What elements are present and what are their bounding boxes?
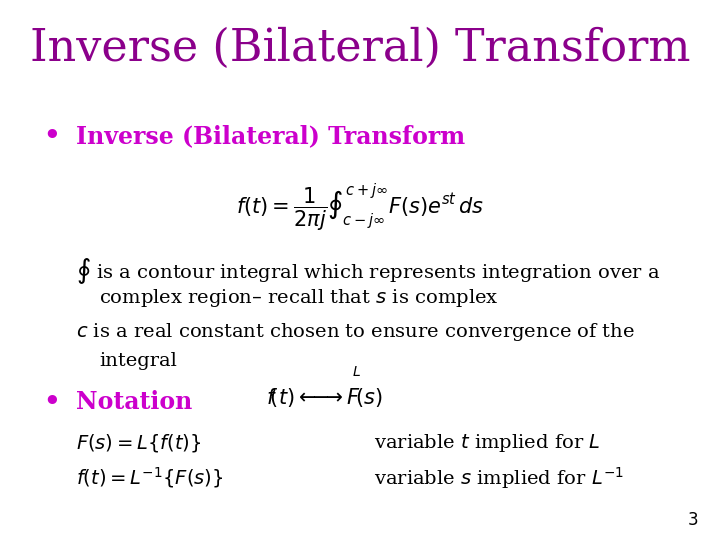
Text: •: • <box>43 390 60 416</box>
Text: integral: integral <box>99 352 177 370</box>
Text: complex region– recall that $s$ is complex: complex region– recall that $s$ is compl… <box>99 287 499 309</box>
Text: 3: 3 <box>688 511 698 529</box>
Text: $f(t) = L^{-1}\{F(s)\}$: $f(t) = L^{-1}\{F(s)\}$ <box>76 465 223 490</box>
Text: variable $t$ implied for $L$: variable $t$ implied for $L$ <box>374 432 600 454</box>
Text: Notation: Notation <box>76 390 192 414</box>
Text: Inverse (Bilateral) Transform: Inverse (Bilateral) Transform <box>76 124 464 148</box>
Text: $\oint$ is a contour integral which represents integration over a: $\oint$ is a contour integral which repr… <box>76 256 660 286</box>
Text: $f\!\left(t\right)\longleftarrow\!\!\!\!\!\!\!\longrightarrow F\!\left(s\right)$: $f\!\left(t\right)\longleftarrow\!\!\!\!… <box>266 386 383 409</box>
Text: $L$: $L$ <box>352 365 361 379</box>
Text: $f(t)=\dfrac{1}{2\pi j}\oint_{c-j\infty}^{c+j\infty} F(s)e^{st}\, ds$: $f(t)=\dfrac{1}{2\pi j}\oint_{c-j\infty}… <box>236 181 484 233</box>
Text: variable $s$ implied for $L^{-1}$: variable $s$ implied for $L^{-1}$ <box>374 465 624 491</box>
Text: Inverse (Bilateral) Transform: Inverse (Bilateral) Transform <box>30 27 690 70</box>
Text: $c$ is a real constant chosen to ensure convergence of the: $c$ is a real constant chosen to ensure … <box>76 321 634 343</box>
Text: •: • <box>43 124 60 150</box>
Text: $F(s) = L\{f(t)\}$: $F(s) = L\{f(t)\}$ <box>76 432 201 454</box>
